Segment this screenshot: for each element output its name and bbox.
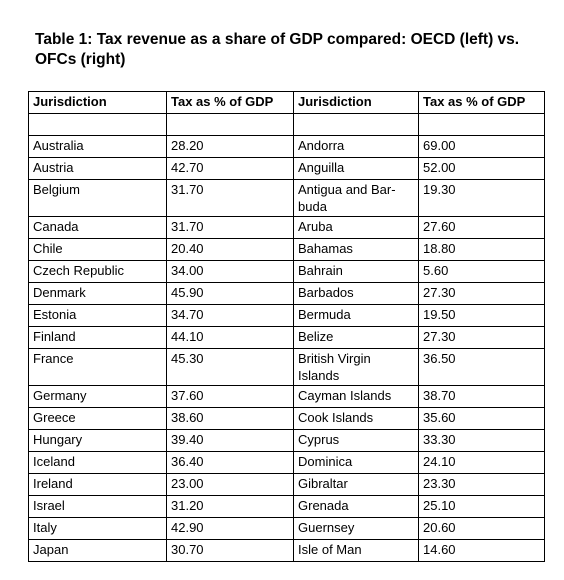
table-row: Belgium 31.70 Antigua and Bar-buda 19.30	[28, 179, 545, 217]
cell-tax-ofc: 27.30	[418, 282, 545, 305]
table-row: France 45.30 British Virgin Islands 36.50	[28, 348, 545, 386]
header-tax-ofc: Tax as % of GDP	[418, 91, 545, 114]
cell-tax-ofc: 69.00	[418, 135, 545, 158]
cell-jurisdiction-oecd: Canada	[28, 216, 167, 239]
cell-tax-ofc: 52.00	[418, 157, 545, 180]
cell-tax-ofc: 19.30	[418, 179, 545, 217]
cell-tax-oecd: 44.10	[166, 326, 294, 349]
header-tax-oecd: Tax as % of GDP	[166, 91, 294, 114]
table-row: Denmark 45.90 Barbados 27.30	[28, 282, 545, 305]
cell-jurisdiction-oecd: Hungary	[28, 429, 167, 452]
table-row: Ireland 23.00 Gibraltar 23.30	[28, 473, 545, 496]
cell-jurisdiction-oecd: Iceland	[28, 451, 167, 474]
cell-tax-ofc: 33.30	[418, 429, 545, 452]
cell-tax-ofc: 35.60	[418, 407, 545, 430]
cell-jurisdiction-oecd: Germany	[28, 385, 167, 408]
cell-jurisdiction-ofc: Cyprus	[293, 429, 419, 452]
cell-tax-oecd: 36.40	[166, 451, 294, 474]
cell-tax-ofc: 5.60	[418, 260, 545, 283]
cell-jurisdiction-oecd: Czech Republic	[28, 260, 167, 283]
cell-tax-oecd: 38.60	[166, 407, 294, 430]
cell-tax-oecd: 34.70	[166, 304, 294, 327]
cell-jurisdiction-ofc: Cayman Islands	[293, 385, 419, 408]
cell-tax-oecd: 42.90	[166, 517, 294, 540]
table-row: Japan 30.70 Isle of Man 14.60	[28, 539, 545, 562]
table-body: Australia 28.20 Andorra 69.00 Austria 42.70 An…	[28, 113, 545, 562]
cell-tax-oecd: 23.00	[166, 473, 294, 496]
cell-tax-oecd: 31.70	[166, 179, 294, 217]
cell-tax-oecd: 20.40	[166, 238, 294, 261]
cell-jurisdiction-ofc: Andorra	[293, 135, 419, 158]
cell-jurisdiction-oecd: Japan	[28, 539, 167, 562]
cell-tax-oecd: 39.40	[166, 429, 294, 452]
cell-jurisdiction-oecd: Finland	[28, 326, 167, 349]
cell-jurisdiction-ofc: Belize	[293, 326, 419, 349]
cell-tax-ofc: 18.80	[418, 238, 545, 261]
header-jurisdiction-ofc: Jurisdiction	[293, 91, 419, 114]
table-title: Table 1: Tax revenue as a share of GDP c…	[35, 31, 520, 68]
cell-jurisdiction-oecd: Denmark	[28, 282, 167, 305]
cell-jurisdiction-ofc: Dominica	[293, 451, 419, 474]
cell-jurisdiction-ofc: Gibraltar	[293, 473, 419, 496]
cell-jurisdiction-oecd: France	[28, 348, 167, 386]
table-row: Austria 42.70 Anguilla 52.00	[28, 157, 545, 180]
table-row: Israel 31.20 Grenada 25.10	[28, 495, 545, 518]
table-row: Greece 38.60 Cook Islands 35.60	[28, 407, 545, 430]
cell-jurisdiction-ofc: Aruba	[293, 216, 419, 239]
cell-jurisdiction-ofc: Cook Islands	[293, 407, 419, 430]
cell-tax-oecd: 45.30	[166, 348, 294, 386]
table-row: Australia 28.20 Andorra 69.00	[28, 135, 545, 158]
cell-jurisdiction-ofc: Bahamas	[293, 238, 419, 261]
cell-jurisdiction-oecd: Austria	[28, 157, 167, 180]
cell-tax-oecd: 31.70	[166, 216, 294, 239]
cell-tax-ofc: 20.60	[418, 517, 545, 540]
table-row: Iceland 36.40 Dominica 24.10	[28, 451, 545, 474]
cell-tax-ofc: 38.70	[418, 385, 545, 408]
cell-jurisdiction-ofc: British Virgin Islands	[293, 348, 419, 386]
cell-jurisdiction-oecd: Belgium	[28, 179, 167, 217]
table-row: Italy 42.90 Guernsey 20.60	[28, 517, 545, 540]
cell-tax-ofc: 27.60	[418, 216, 545, 239]
cell-tax-oecd: 30.70	[166, 539, 294, 562]
cell-jurisdiction-ofc: Isle of Man	[293, 539, 419, 562]
cell-jurisdiction-oecd: Italy	[28, 517, 167, 540]
cell-tax-oecd: 34.00	[166, 260, 294, 283]
cell-jurisdiction-ofc: Antigua and Bar-buda	[293, 179, 419, 217]
cell-tax-oecd: 45.90	[166, 282, 294, 305]
table-row: Finland 44.10 Belize 27.30	[28, 326, 545, 349]
cell-jurisdiction-ofc: Bahrain	[293, 260, 419, 283]
cell-jurisdiction-ofc: Guernsey	[293, 517, 419, 540]
table-row: Chile 20.40 Bahamas 18.80	[28, 238, 545, 261]
cell-jurisdiction-oecd: Israel	[28, 495, 167, 518]
cell-tax-ofc: 25.10	[418, 495, 545, 518]
header-jurisdiction-oecd: Jurisdiction	[28, 91, 167, 114]
cell-jurisdiction-ofc: Anguilla	[293, 157, 419, 180]
table-row: Hungary 39.40 Cyprus 33.30	[28, 429, 545, 452]
table-row: Germany 37.60 Cayman Islands 38.70	[28, 385, 545, 408]
cell-tax-oecd: 37.60	[166, 385, 294, 408]
cell-jurisdiction-ofc: Bermuda	[293, 304, 419, 327]
table-row: Canada 31.70 Aruba 27.60	[28, 216, 545, 239]
cell-jurisdiction-oecd: Chile	[28, 238, 167, 261]
cell-jurisdiction-ofc: Grenada	[293, 495, 419, 518]
cell-jurisdiction-oecd: Greece	[28, 407, 167, 430]
empty-row	[28, 113, 545, 136]
header-row: Jurisdiction Tax as % of GDP Jurisdictio…	[28, 91, 545, 114]
cell-jurisdiction-oecd: Estonia	[28, 304, 167, 327]
cell-tax-ofc: 14.60	[418, 539, 545, 562]
cell-tax-ofc: 27.30	[418, 326, 545, 349]
cell-jurisdiction-ofc: Barbados	[293, 282, 419, 305]
tax-table: Jurisdiction Tax as % of GDP Jurisdictio…	[28, 91, 545, 562]
cell-tax-ofc: 19.50	[418, 304, 545, 327]
cell-tax-ofc: 23.30	[418, 473, 545, 496]
cell-tax-oecd: 28.20	[166, 135, 294, 158]
cell-jurisdiction-oecd: Ireland	[28, 473, 167, 496]
cell-tax-oecd: 31.20	[166, 495, 294, 518]
cell-tax-ofc: 36.50	[418, 348, 545, 386]
cell-tax-ofc: 24.10	[418, 451, 545, 474]
cell-tax-oecd: 42.70	[166, 157, 294, 180]
cell-jurisdiction-oecd: Australia	[28, 135, 167, 158]
table-row: Czech Republic 34.00 Bahrain 5.60	[28, 260, 545, 283]
table-row: Estonia 34.70 Bermuda 19.50	[28, 304, 545, 327]
